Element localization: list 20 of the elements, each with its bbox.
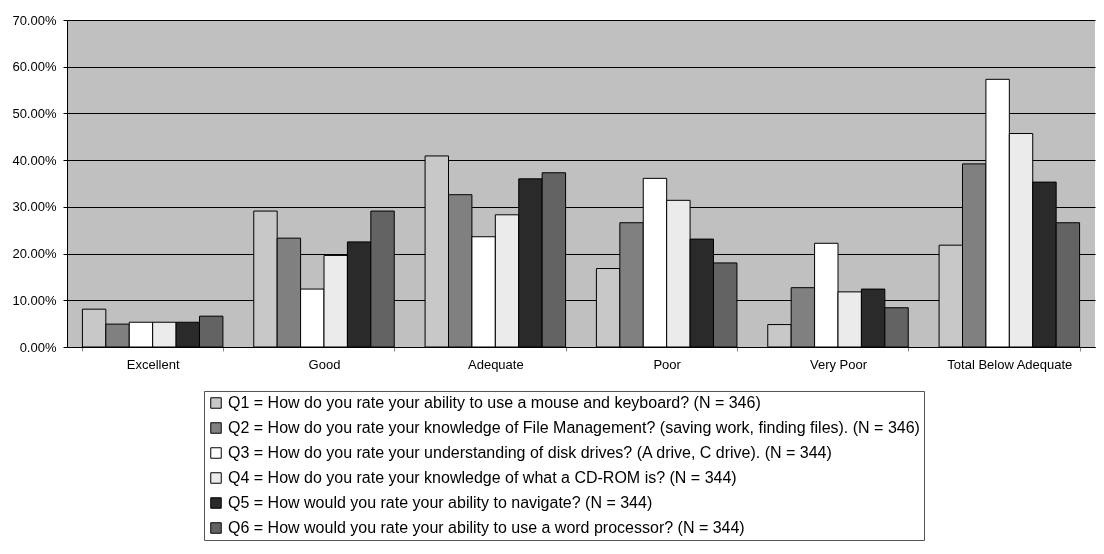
legend-label: Q2 = How do you rate your knowledge of File Management? (saving work, finding files). (N = 346) [228, 419, 920, 436]
y-tick-label: 50.00% [12, 105, 57, 121]
x-tick-label: Good [308, 356, 341, 372]
x-tick-label: Poor [653, 356, 682, 372]
legend-label: Q4 = How do you rate your knowledge of what a CD-ROM is? (N = 344) [228, 469, 737, 486]
y-tick-label: 60.00% [12, 59, 57, 75]
x-tick-label: Total Below Adequate [947, 356, 1073, 372]
y-tick-label: 30.00% [12, 199, 57, 215]
y-tick-label: 10.00% [12, 292, 57, 308]
legend-label: Q1 = How do you rate your ability to use a mouse and keyboard? (N = 346) [228, 394, 761, 411]
y-tick-label: 70.00% [12, 12, 57, 28]
y-tick-label: 0.00% [19, 339, 57, 355]
legend-label: Q6 = How would you rate your ability to use a word processor? (N = 344) [228, 519, 745, 536]
x-tick-label: Excellent [126, 356, 180, 372]
y-tick-label: 40.00% [12, 152, 57, 168]
legend-label: Q5 = How would you rate your ability to navigate? (N = 344) [228, 494, 653, 511]
y-tick-label: 20.00% [12, 246, 57, 262]
x-tick-label: Adequate [468, 356, 524, 372]
x-tick-label: Very Poor [809, 356, 868, 372]
legend-label: Q3 = How do you rate your understanding of disk drives? (A drive, C drive). (N = 344) [228, 444, 832, 461]
